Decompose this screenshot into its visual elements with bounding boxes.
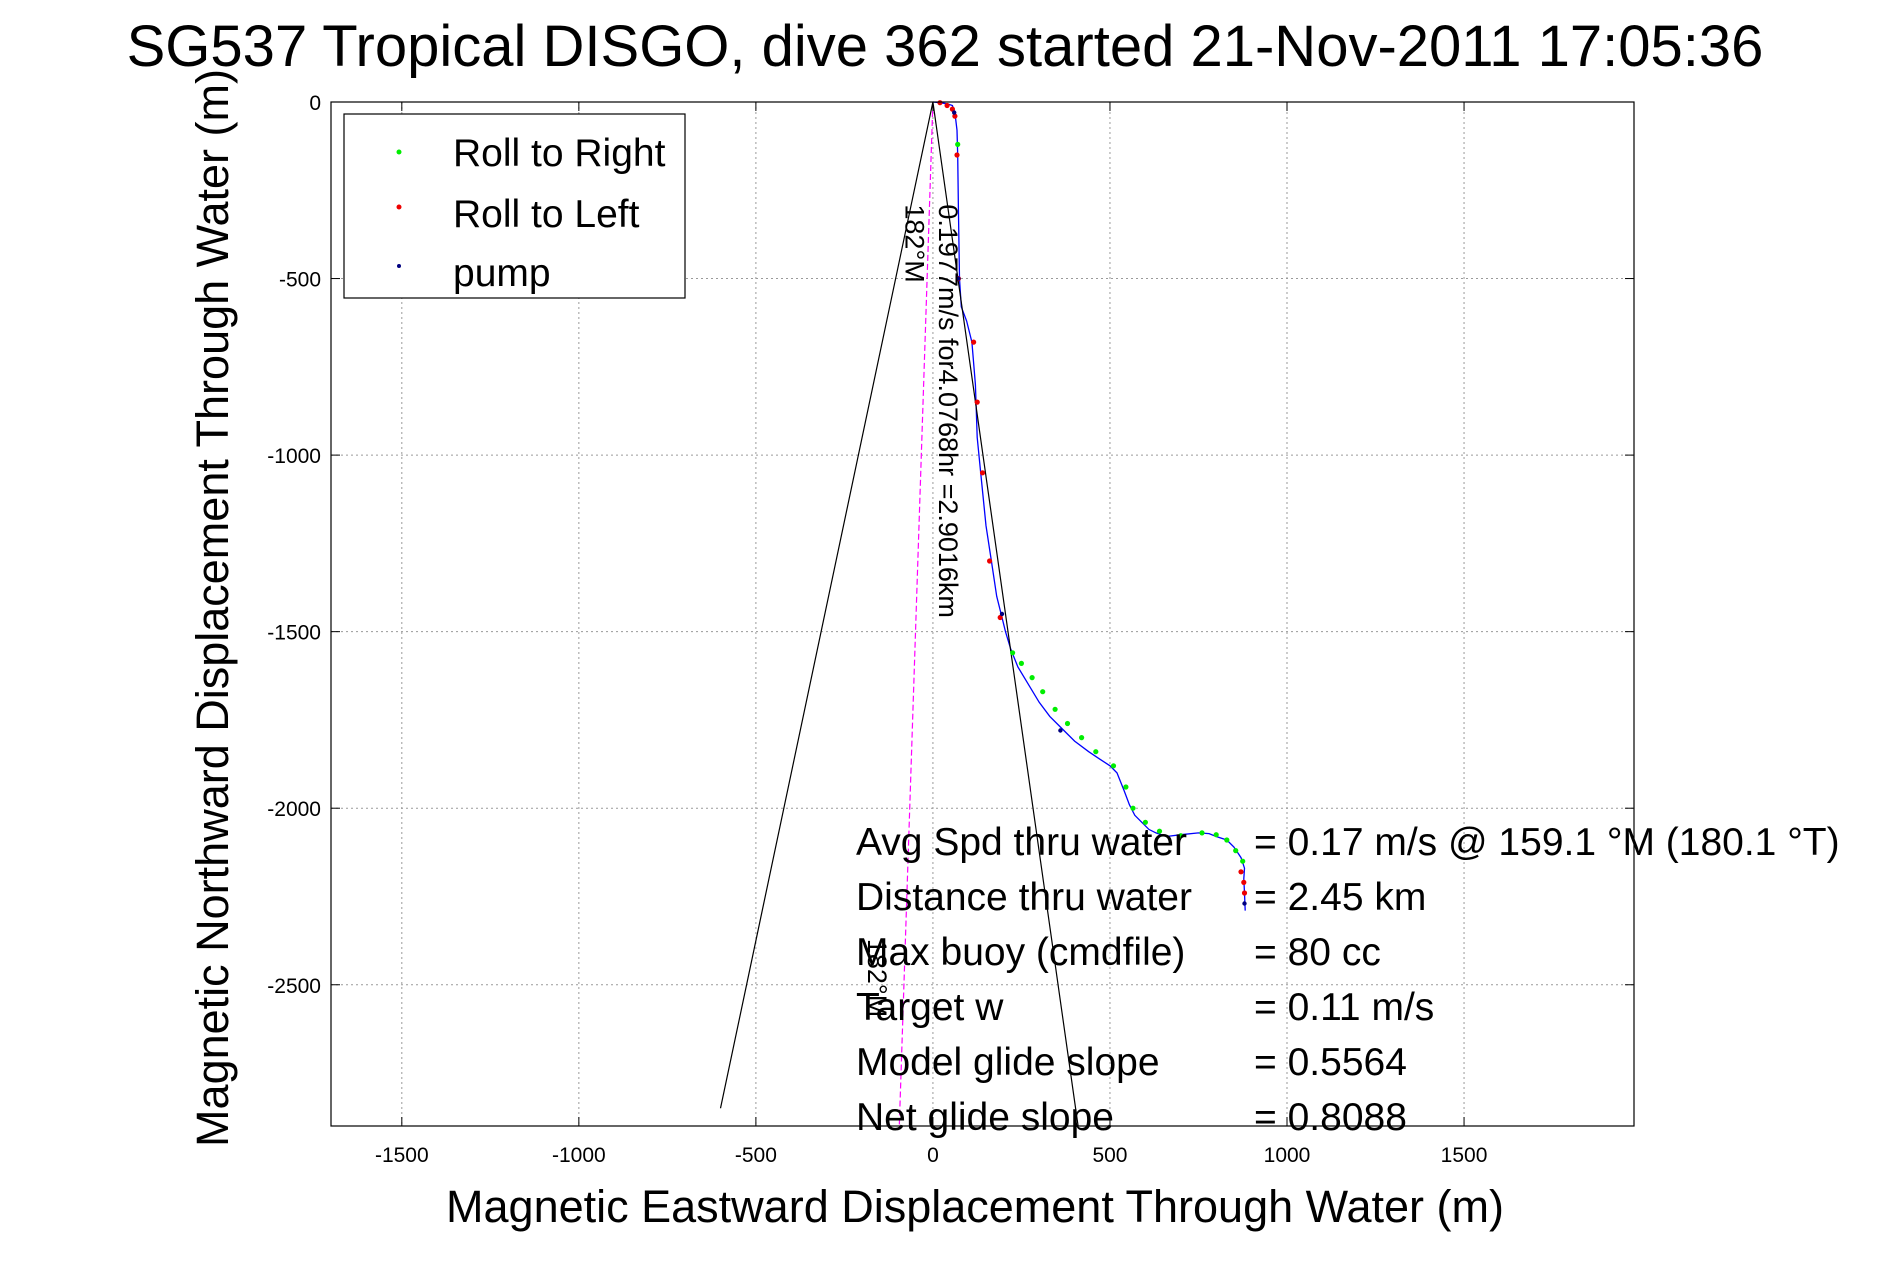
x-tick-label: -1500 [375,1144,429,1167]
y-tick-label: -1500 [267,622,321,645]
legend-marker-pump [397,264,401,268]
roll-left-point [979,470,986,476]
roll-right-point [1040,689,1046,695]
roll-right-point [1110,763,1117,769]
y-tick-label: -2500 [267,975,321,998]
roll-right-point [1224,837,1230,843]
roll-right-point [1010,650,1016,656]
roll-left-point [1238,869,1244,875]
roll-right-point [1213,832,1219,838]
x-tick-label: 500 [1092,1144,1127,1167]
roll-left-point [997,614,1003,621]
roll-left-point [987,558,993,564]
pump-point [952,110,957,115]
stat-value: = 2.45 km [1254,876,1426,919]
plot-frame [330,101,1635,1127]
roll-right-point [1018,660,1024,667]
axis-ticks: -1500 -1000 -500 0 500 1000 1500 0 -500 -1000 -150… [267,92,1634,1167]
roll-right-point [1029,675,1035,681]
pump-point [956,276,961,281]
y-axis-label: Magnetic Northward Displacement Through … [187,69,238,1147]
pump-point [999,611,1005,617]
legend: Roll to Right Roll to Left pump [343,113,686,299]
stat-value: = 0.11 m/s [1254,986,1434,1029]
pump-point [1242,901,1247,906]
stats-block: Avg Spd thru water = 0.17 m/s @ 159.1 °M … [856,821,1840,1139]
x-tick-label: 0 [927,1144,939,1167]
stat-label: Target w [856,986,1004,1029]
y-tick-label: 0 [309,92,321,115]
roll-right-point [1079,735,1085,741]
roll-left-point [949,106,956,112]
roll-left-point [937,100,943,106]
roll-right-point [1233,848,1239,854]
roll-left-point [944,102,950,109]
roll-right-point [1178,833,1184,839]
stat-label: Avg Spd thru water [856,821,1187,864]
y-tick-label: -2000 [267,798,321,821]
stat-label: Max buoy (cmdfile) [856,931,1185,974]
roll-left-point [1241,879,1247,886]
roll-right-point [1199,830,1205,836]
roll-right-point [955,141,961,147]
roll-right-point [1123,784,1129,790]
x-axis-label: Magnetic Eastward Displacement Through W… [446,1181,1504,1232]
chart-title: SG537 Tropical DISGO, dive 362 started 2… [127,14,1764,79]
stat-value: = 0.5564 [1254,1041,1407,1084]
x-tick-label: -500 [735,1144,777,1167]
stat-value: = 0.17 m/s @ 159.1 °M (180.1 °T) [1254,821,1840,864]
roll-right-point [1052,706,1058,712]
legend-label-roll-left: Roll to Left [453,193,640,236]
roll-right-point [1156,828,1163,834]
roll-right-point [1130,805,1136,811]
pump-point [1058,728,1063,733]
roll-right-point [1142,819,1148,825]
roll-left-point [952,113,958,119]
legend-label-roll-right: Roll to Right [453,132,666,175]
annotations: 0.1977m/s for4.0768hr =2.9016km182°M182°… [862,204,963,1017]
stat-value: = 0.8088 [1254,1096,1407,1139]
stat-label: Distance thru water [856,876,1192,919]
roll-right-point [1064,720,1071,727]
roll-right-point [1240,858,1246,864]
x-tick-label: 1000 [1264,1144,1311,1167]
roll-left-point [1241,890,1248,896]
x-tick-label: -1000 [552,1144,606,1167]
y-tick-label: -500 [279,269,321,292]
annotation-0: 0.1977m/s for4.0768hr =2.9016km [933,204,963,618]
y-tick-label: -1000 [267,445,321,468]
stat-label: Model glide slope [856,1041,1160,1084]
roll-left-point [954,152,960,158]
annotation-1: 182°M [899,204,929,282]
markers-layer [937,100,1248,906]
legend-label-pump: pump [453,252,551,295]
stat-label: Net glide slope [856,1096,1114,1139]
annotation-2: 182°M [862,939,892,1017]
stat-value: = 80 cc [1254,931,1381,974]
roll-left-point [974,399,980,405]
roll-right-point [1093,749,1099,755]
legend-marker-roll-right [396,149,402,155]
x-tick-label: 1500 [1441,1144,1488,1167]
roll-left-point [971,339,977,345]
legend-marker-roll-left [396,204,402,210]
